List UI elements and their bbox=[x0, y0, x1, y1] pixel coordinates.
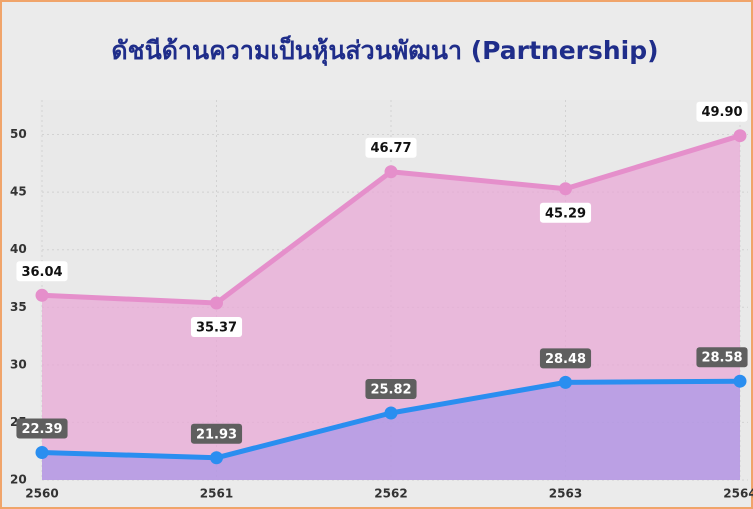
data-label: 21.93 bbox=[190, 423, 243, 444]
data-label-text: 35.37 bbox=[196, 321, 237, 336]
y-tick-label: 30 bbox=[10, 357, 27, 371]
marker bbox=[733, 129, 747, 143]
area bbox=[42, 381, 740, 480]
marker bbox=[384, 165, 398, 179]
data-label-text: 28.58 bbox=[701, 351, 742, 366]
marker bbox=[210, 451, 223, 465]
data-label-text: 46.77 bbox=[370, 141, 411, 156]
data-label: 28.58 bbox=[696, 347, 748, 368]
x-tick-label: 2560 bbox=[25, 487, 58, 501]
data-label-box bbox=[16, 261, 68, 282]
marker bbox=[35, 445, 49, 459]
data-label: 36.04 bbox=[16, 261, 68, 282]
x-tick-label: 2564 bbox=[723, 487, 753, 501]
data-label: 49.90 bbox=[696, 101, 748, 122]
data-label-box bbox=[190, 317, 243, 338]
data-label-box bbox=[696, 347, 748, 368]
data-label-box bbox=[365, 378, 417, 399]
data-label-text: 36.04 bbox=[21, 265, 62, 280]
x-tick-label: 2561 bbox=[200, 487, 233, 501]
y-tick-label: 40 bbox=[10, 242, 27, 256]
marker bbox=[559, 375, 572, 389]
data-label-box bbox=[539, 348, 592, 369]
data-label-text: 25.82 bbox=[370, 382, 411, 397]
marker bbox=[210, 296, 223, 310]
data-label: 35.37 bbox=[190, 317, 243, 338]
data-label-text: 49.90 bbox=[701, 105, 742, 120]
data-label: 28.48 bbox=[539, 348, 592, 369]
x-tick-label: 2563 bbox=[549, 487, 582, 501]
data-label: 25.82 bbox=[365, 378, 417, 399]
y-tick-label: 20 bbox=[10, 473, 27, 487]
data-label-box bbox=[16, 418, 68, 439]
data-label: 46.77 bbox=[365, 137, 417, 158]
marker bbox=[35, 288, 49, 302]
marker bbox=[384, 406, 398, 420]
data-label-text: 28.48 bbox=[545, 352, 586, 367]
marker bbox=[733, 374, 747, 388]
chart-title: ดัชนีด้านความเป็นหุ้นส่วนพัฒนา (Partners… bbox=[111, 35, 658, 67]
data-label: 45.29 bbox=[539, 202, 592, 223]
y-tick-label: 50 bbox=[10, 127, 27, 141]
x-tick-label: 2562 bbox=[374, 487, 407, 501]
data-label-text: 45.29 bbox=[545, 206, 586, 221]
data-label-text: 22.39 bbox=[21, 422, 62, 437]
data-label-box bbox=[539, 202, 592, 223]
data-label: 22.39 bbox=[16, 418, 68, 439]
y-tick-label: 35 bbox=[10, 300, 27, 314]
data-label-text: 21.93 bbox=[196, 427, 237, 442]
marker bbox=[559, 182, 572, 196]
data-label-box bbox=[190, 423, 243, 444]
data-label-box bbox=[365, 137, 417, 158]
y-tick-label: 45 bbox=[10, 185, 27, 199]
data-label-box bbox=[696, 101, 748, 122]
